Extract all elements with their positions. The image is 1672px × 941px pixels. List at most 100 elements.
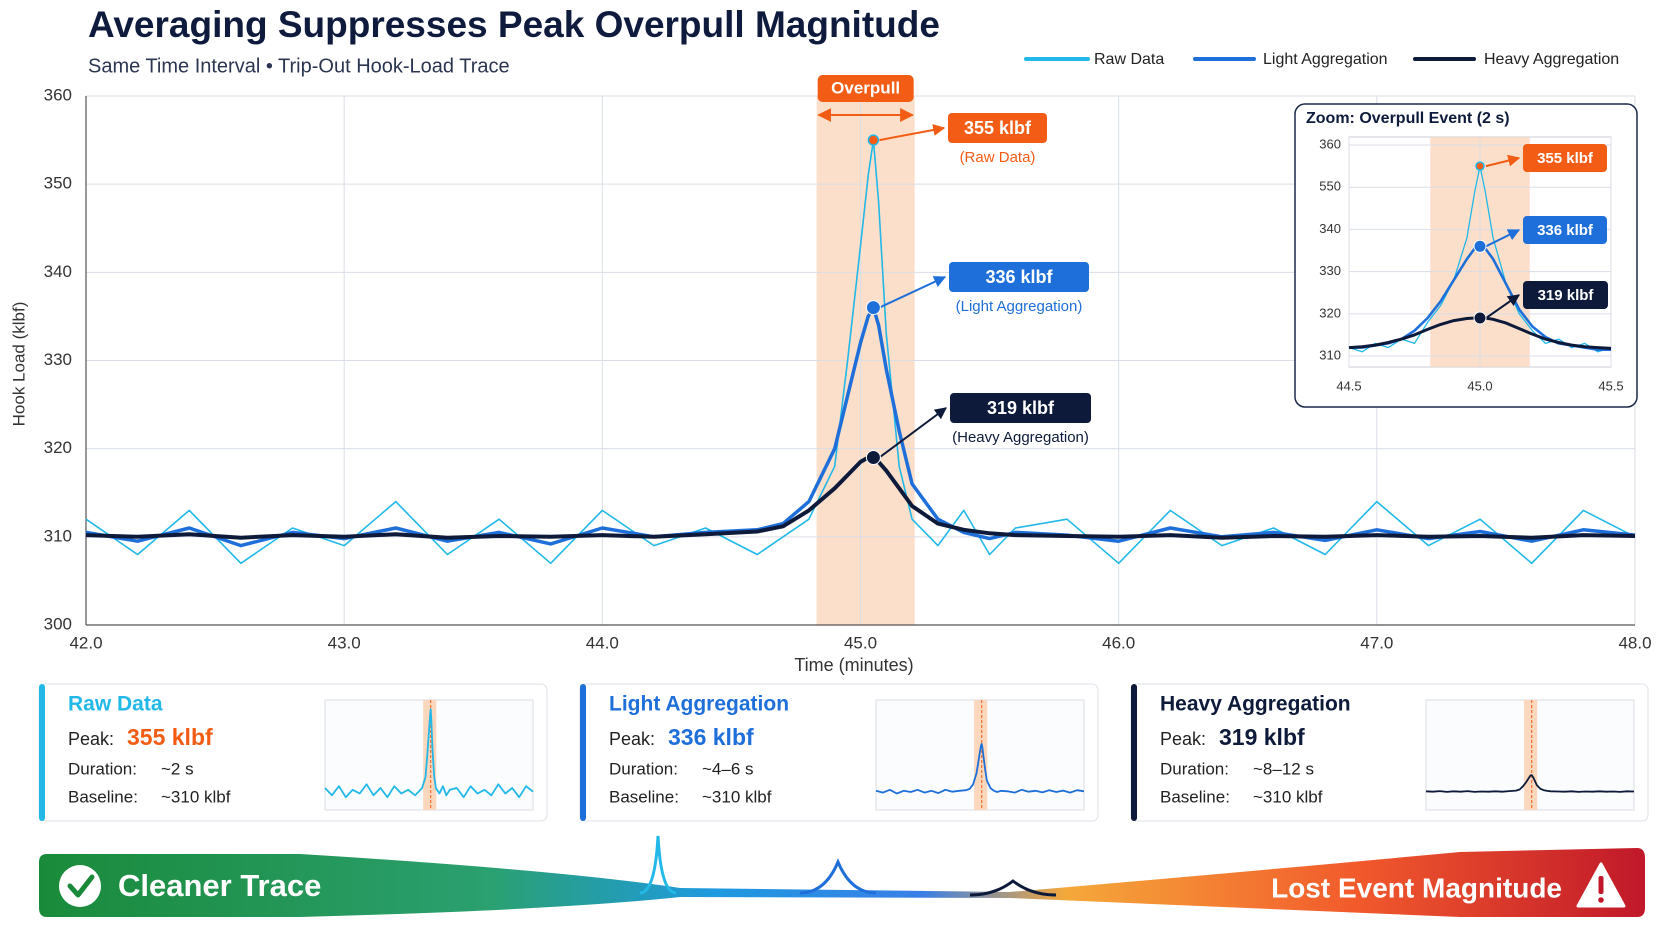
card-peak-label: Peak: bbox=[609, 729, 655, 749]
callout-label: 319 klbf bbox=[987, 398, 1055, 418]
highlight-label-box bbox=[817, 75, 914, 102]
summary-card: Light Aggregation Peak: 336 klbf Duration: ~… bbox=[579, 683, 1099, 822]
y-tick-label: 310 bbox=[1319, 347, 1341, 362]
card-accent bbox=[580, 684, 586, 821]
callout-box bbox=[949, 262, 1089, 292]
chart-title: Averaging Suppresses Peak Overpull Magni… bbox=[88, 4, 940, 45]
sparkline bbox=[1425, 774, 1635, 793]
callout-label: 336 klbf bbox=[1537, 222, 1594, 239]
sparkline-band bbox=[1524, 700, 1538, 810]
sparkline bbox=[875, 743, 1085, 795]
y-tick-label: 330 bbox=[44, 350, 72, 369]
summary-card: Raw Data Peak: 355 klbf Duration: ~2 s Baseli… bbox=[38, 683, 548, 822]
x-tick-label: 45.0 bbox=[844, 633, 877, 652]
chart-subtitle: Same Time Interval • Trip-Out Hook-Load … bbox=[88, 55, 510, 77]
card-duration-label: Duration: bbox=[609, 759, 678, 778]
scale-left-label: Cleaner Trace bbox=[118, 868, 321, 903]
callout-arrow bbox=[878, 276, 947, 309]
sparkline-band bbox=[974, 700, 988, 810]
zoom-inset: Zoom: Overpull Event (2 s) 310 320 330 340 55… bbox=[1294, 103, 1638, 408]
y-tick-label: 350 bbox=[44, 174, 72, 193]
summary-card: Heavy Aggregation Peak: 319 klbf Duration: ~… bbox=[1130, 683, 1649, 822]
y-tick-label: 360 bbox=[1319, 136, 1341, 151]
check-mark bbox=[67, 874, 95, 898]
callout-arrow bbox=[1485, 154, 1521, 168]
x-tick-label: 48.0 bbox=[1618, 633, 1651, 652]
peak-marker bbox=[1473, 311, 1487, 325]
callout-note: (Heavy Aggregation) bbox=[952, 429, 1089, 446]
peak-glyph bbox=[969, 879, 1057, 897]
card-duration: ~2 s bbox=[161, 759, 194, 778]
x-tick-label: 46.0 bbox=[1102, 633, 1135, 652]
x-tick-label: 44.5 bbox=[1336, 378, 1361, 393]
callout-note: (Light Aggregation) bbox=[956, 298, 1083, 315]
callout-arrow bbox=[1485, 294, 1520, 319]
warning-dot bbox=[1598, 897, 1604, 903]
peak-glyph bbox=[639, 835, 677, 895]
y-tick-label: 550 bbox=[1319, 179, 1341, 194]
callout-box bbox=[950, 393, 1091, 423]
card-duration-label: Duration: bbox=[68, 759, 137, 778]
card-baseline-label: Baseline: bbox=[609, 787, 679, 806]
peak-marker bbox=[1475, 161, 1485, 171]
y-tick-label: 320 bbox=[44, 438, 72, 457]
inset-title: Zoom: Overpull Event (2 s) bbox=[1306, 110, 1510, 127]
legend-label: Raw Data bbox=[1094, 51, 1164, 68]
check-icon bbox=[59, 865, 101, 907]
callout-arrow bbox=[879, 124, 946, 142]
y-tick-label: 360 bbox=[44, 85, 72, 104]
card-baseline: ~310 klbf bbox=[161, 787, 231, 806]
callout-label: 336 klbf bbox=[985, 267, 1053, 287]
callout-note: (Raw Data) bbox=[960, 149, 1036, 166]
sparkline bbox=[324, 708, 534, 799]
callout-label: 355 klbf bbox=[964, 118, 1032, 138]
card-title: Light Aggregation bbox=[609, 693, 789, 716]
scale-bar bbox=[39, 848, 1645, 917]
callout-arrow bbox=[878, 407, 947, 459]
x-tick-label: 45.5 bbox=[1598, 378, 1623, 393]
card-accent bbox=[1131, 684, 1137, 821]
y-axis-label: Hook Load (klbf) bbox=[9, 302, 28, 427]
callout-box bbox=[948, 113, 1047, 143]
y-tick-label: 300 bbox=[44, 614, 72, 633]
card-duration: ~4–6 s bbox=[702, 759, 754, 778]
scale-right-label: Lost Event Magnitude bbox=[1271, 872, 1562, 903]
y-tick-label: 330 bbox=[1319, 263, 1341, 278]
x-axis-label: Time (minutes) bbox=[794, 655, 913, 675]
card-baseline-label: Baseline: bbox=[68, 787, 138, 806]
main-plot: 300 310 320 330 340 350 360 42.0 43.0 44.0 45.0 46.… bbox=[44, 75, 1652, 652]
x-tick-label: 47.0 bbox=[1360, 633, 1393, 652]
card-title: Heavy Aggregation bbox=[1160, 693, 1351, 716]
card-peak: 319 klbf bbox=[1219, 724, 1305, 750]
card-peak-label: Peak: bbox=[68, 729, 114, 749]
warning-mark bbox=[1598, 876, 1604, 894]
highlight-label: Overpull bbox=[831, 78, 900, 97]
peak-glyph bbox=[799, 858, 877, 895]
x-tick-label: 43.0 bbox=[328, 633, 361, 652]
x-tick-label: 42.0 bbox=[69, 633, 102, 652]
y-tick-label: 340 bbox=[44, 262, 72, 281]
x-tick-label: 44.0 bbox=[586, 633, 619, 652]
callout-label: 319 klbf bbox=[1538, 287, 1595, 304]
y-tick-label: 320 bbox=[1319, 305, 1341, 320]
peak-marker bbox=[1473, 239, 1487, 253]
card-peak: 336 klbf bbox=[668, 724, 754, 750]
card-peak-label: Peak: bbox=[1160, 729, 1206, 749]
peak-marker bbox=[867, 134, 880, 146]
card-baseline: ~310 klbf bbox=[702, 787, 772, 806]
sparkline-band bbox=[423, 700, 437, 810]
card-baseline-label: Baseline: bbox=[1160, 787, 1230, 806]
y-tick-label: 310 bbox=[44, 526, 72, 545]
card-accent bbox=[39, 684, 45, 821]
callout-box bbox=[1523, 281, 1608, 309]
callout-box bbox=[1523, 144, 1607, 172]
card-duration: ~8–12 s bbox=[1253, 759, 1314, 778]
callout-arrow bbox=[1485, 229, 1521, 248]
card-title: Raw Data bbox=[68, 693, 163, 716]
x-tick-label: 45.0 bbox=[1467, 378, 1492, 393]
y-tick-label: 340 bbox=[1319, 221, 1341, 236]
legend-label: Heavy Aggregation bbox=[1484, 51, 1619, 68]
legend-label: Light Aggregation bbox=[1263, 51, 1388, 68]
